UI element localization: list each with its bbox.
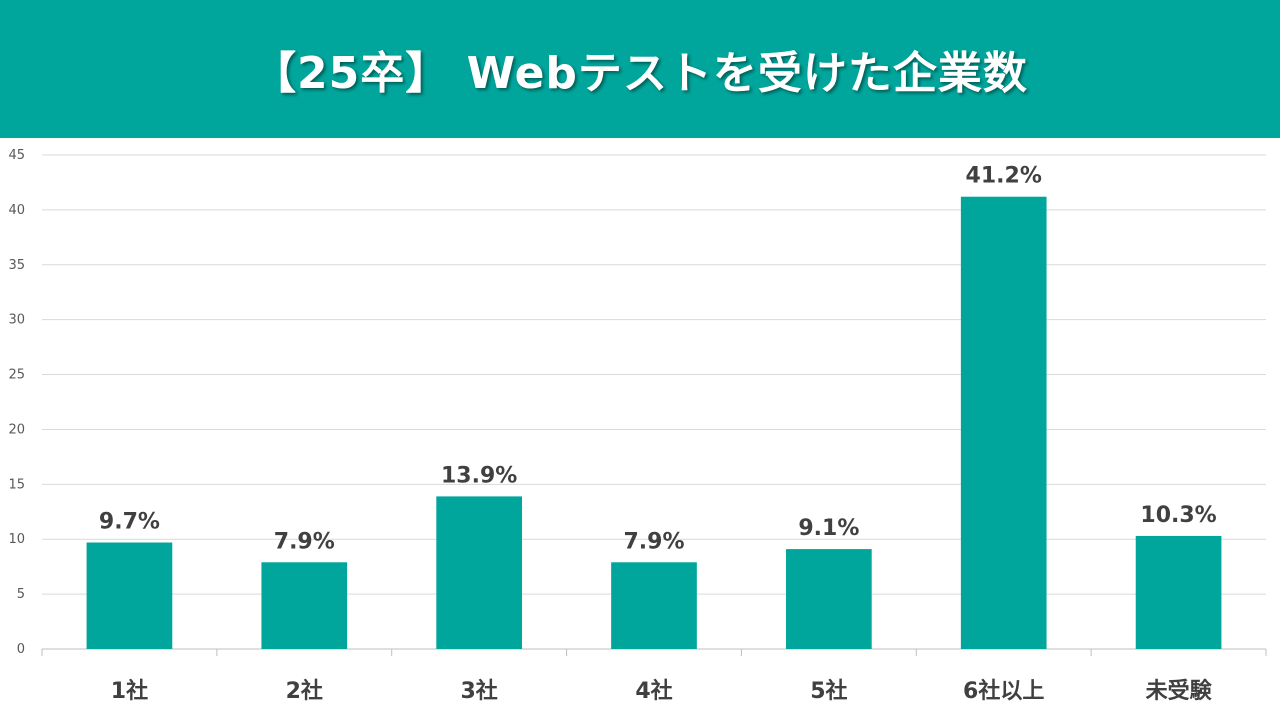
bar xyxy=(611,562,697,649)
bar xyxy=(261,562,348,649)
bar xyxy=(1135,535,1222,649)
bars xyxy=(86,196,1222,649)
y-tick-label: 15 xyxy=(8,477,25,492)
page-title: 【25卒】 Webテストを受けた企業数 xyxy=(252,48,1028,99)
y-axis-ticks: 0 5 10 15 20 25 30 35 40 45 xyxy=(8,148,25,657)
data-label: 10.3% xyxy=(1140,503,1216,528)
y-tick-label: 30 xyxy=(8,313,25,328)
bar-chart: 0 5 10 15 20 25 30 35 40 45 9.7% 7.9% 13.9% 7.9% 9.1%… xyxy=(8,148,1267,704)
category-label: 1社 xyxy=(111,678,148,704)
category-label: 6社以上 xyxy=(963,678,1044,704)
category-label: 4社 xyxy=(635,678,672,704)
y-tick-label: 5 xyxy=(17,587,25,602)
category-labels: 1社 2社 3社 4社 5社 6社以上 未受験 xyxy=(111,678,1213,704)
grid-lines xyxy=(41,154,1267,656)
y-tick-label: 0 xyxy=(17,642,25,657)
data-label: 7.9% xyxy=(623,529,684,554)
category-label: 2社 xyxy=(286,678,323,704)
bar xyxy=(436,496,522,649)
bar xyxy=(86,542,173,649)
data-label: 41.2% xyxy=(966,164,1042,189)
y-tick-label: 45 xyxy=(8,148,25,163)
data-label: 13.9% xyxy=(441,463,517,488)
data-label: 9.1% xyxy=(798,516,859,541)
bar xyxy=(960,196,1047,649)
bar xyxy=(786,549,872,649)
category-label: 3社 xyxy=(460,678,497,704)
data-label: 9.7% xyxy=(99,510,160,535)
data-labels: 9.7% 7.9% 13.9% 7.9% 9.1% 41.2% 10.3% xyxy=(99,164,1217,555)
title-banner: 【25卒】 Webテストを受けた企業数 xyxy=(0,0,1280,138)
y-tick-label: 25 xyxy=(8,368,25,383)
y-tick-label: 35 xyxy=(8,258,25,273)
category-label: 5社 xyxy=(810,678,847,704)
y-tick-label: 20 xyxy=(8,422,25,437)
y-tick-label: 40 xyxy=(8,203,25,218)
y-tick-label: 10 xyxy=(8,532,25,547)
data-label: 7.9% xyxy=(274,529,335,554)
category-label: 未受験 xyxy=(1146,678,1213,704)
